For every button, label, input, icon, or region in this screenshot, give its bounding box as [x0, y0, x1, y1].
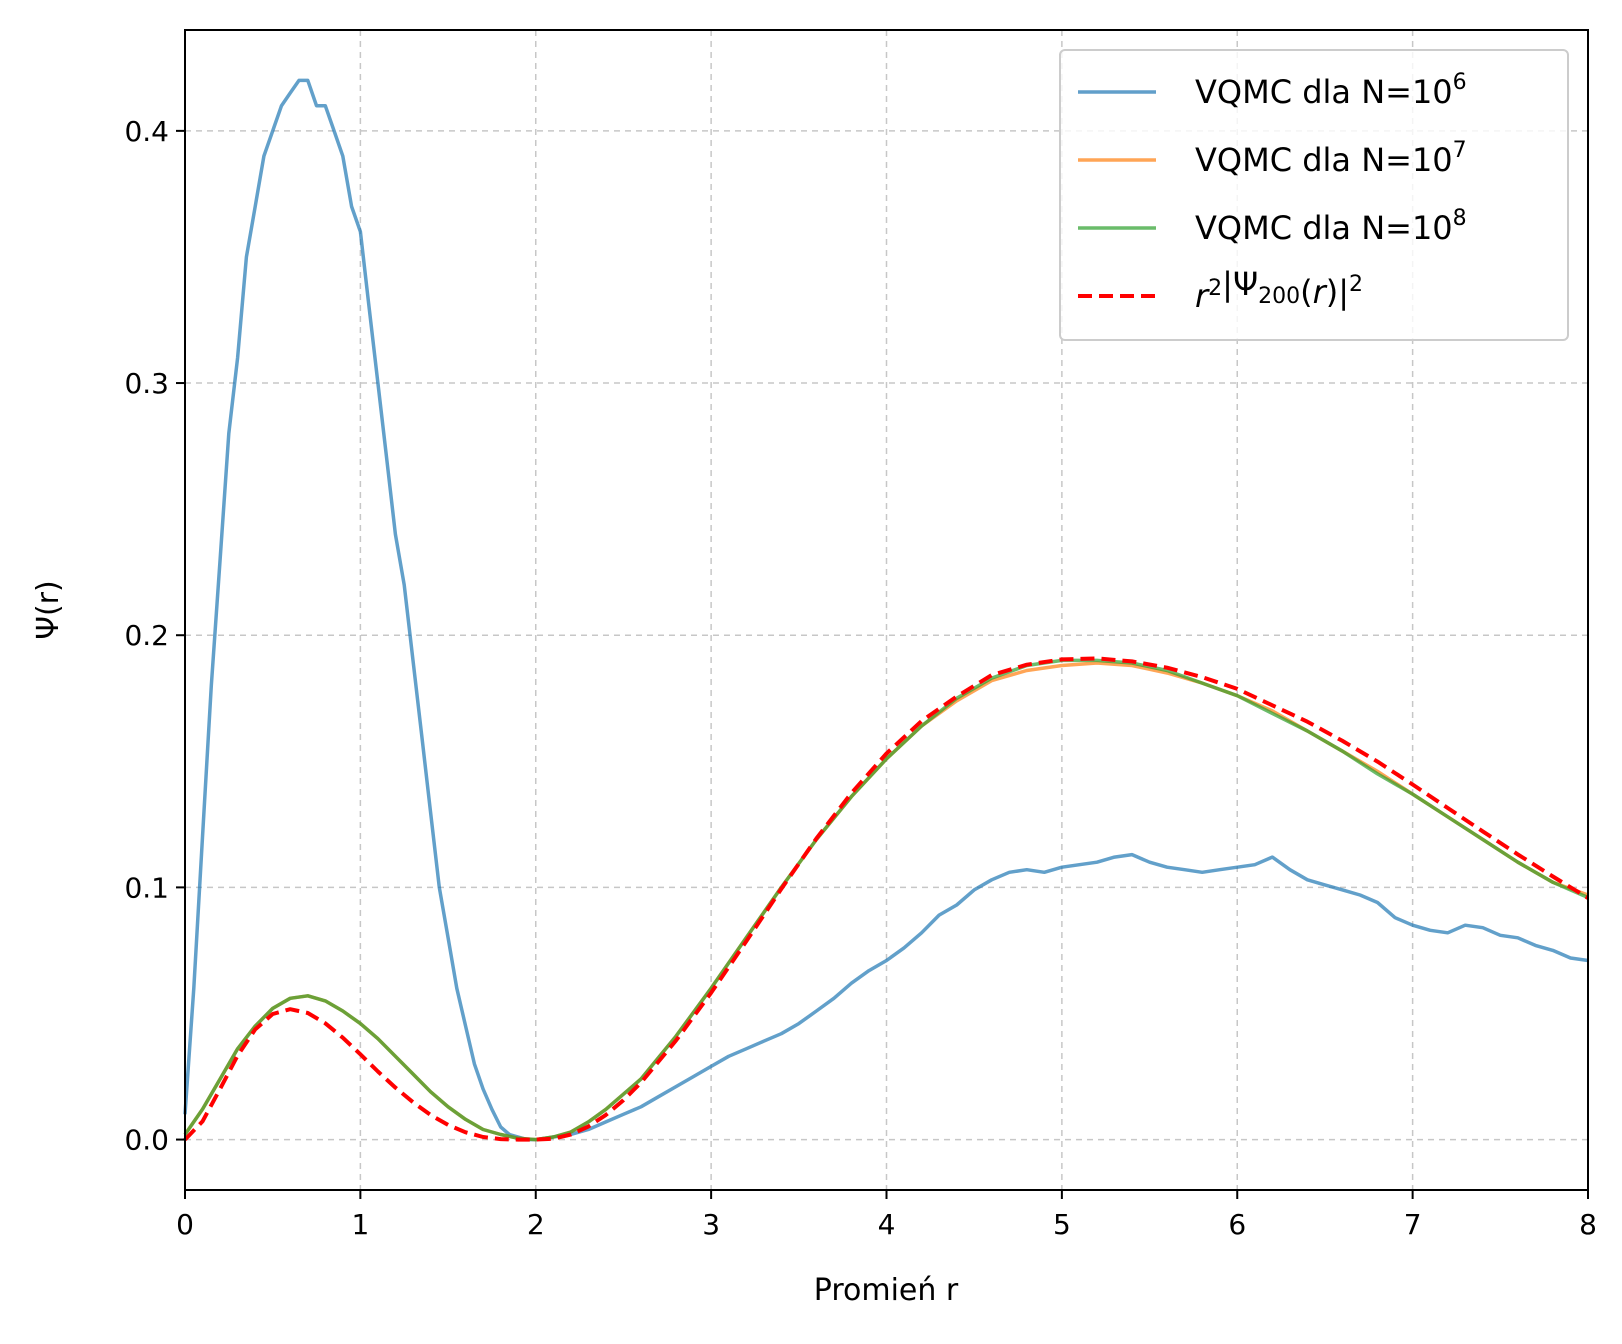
legend: VQMC dla N=106 VQMC dla N=107 VQMC dla N=1… — [1059, 49, 1569, 341]
y-tick-label: 0.3 — [124, 367, 169, 400]
series-line-3 — [183, 656, 1590, 1142]
x-tick-label: 8 — [1579, 1208, 1597, 1241]
ticks: 0 1 2 3 4 5 6 7 8 0.0 0.1 0.2 0.3 0.4 — [124, 115, 1596, 1241]
x-tick-label: 7 — [1404, 1208, 1422, 1241]
x-tick-label: 2 — [527, 1208, 545, 1241]
y-tick-label: 0.0 — [124, 1124, 169, 1157]
x-tick-label: 4 — [878, 1208, 896, 1241]
y-tick-label: 0.4 — [124, 115, 169, 148]
x-tick-label: 1 — [351, 1208, 369, 1241]
x-tick-label: 5 — [1053, 1208, 1071, 1241]
legend-label-2: VQMC dla N=108 — [1195, 206, 1467, 247]
x-tick-label: 0 — [176, 1208, 194, 1241]
series-line-0 — [183, 78, 1589, 1142]
x-axis-label: Promień r — [814, 1273, 959, 1308]
y-tick-label: 0.1 — [124, 871, 169, 904]
legend-label-0: VQMC dla N=106 — [1195, 70, 1467, 111]
y-axis-label: Ψ(r) — [31, 580, 66, 639]
series-group — [183, 78, 1590, 1142]
series-line-2 — [183, 658, 1589, 1142]
x-tick-label: 6 — [1228, 1208, 1246, 1241]
legend-label-1: VQMC dla N=107 — [1195, 138, 1467, 179]
legend-label-3: r2|Ψ200(r)|2 — [1195, 265, 1363, 315]
y-tick-label: 0.2 — [124, 619, 169, 652]
x-tick-label: 3 — [702, 1208, 720, 1241]
legend-box — [1059, 49, 1569, 341]
